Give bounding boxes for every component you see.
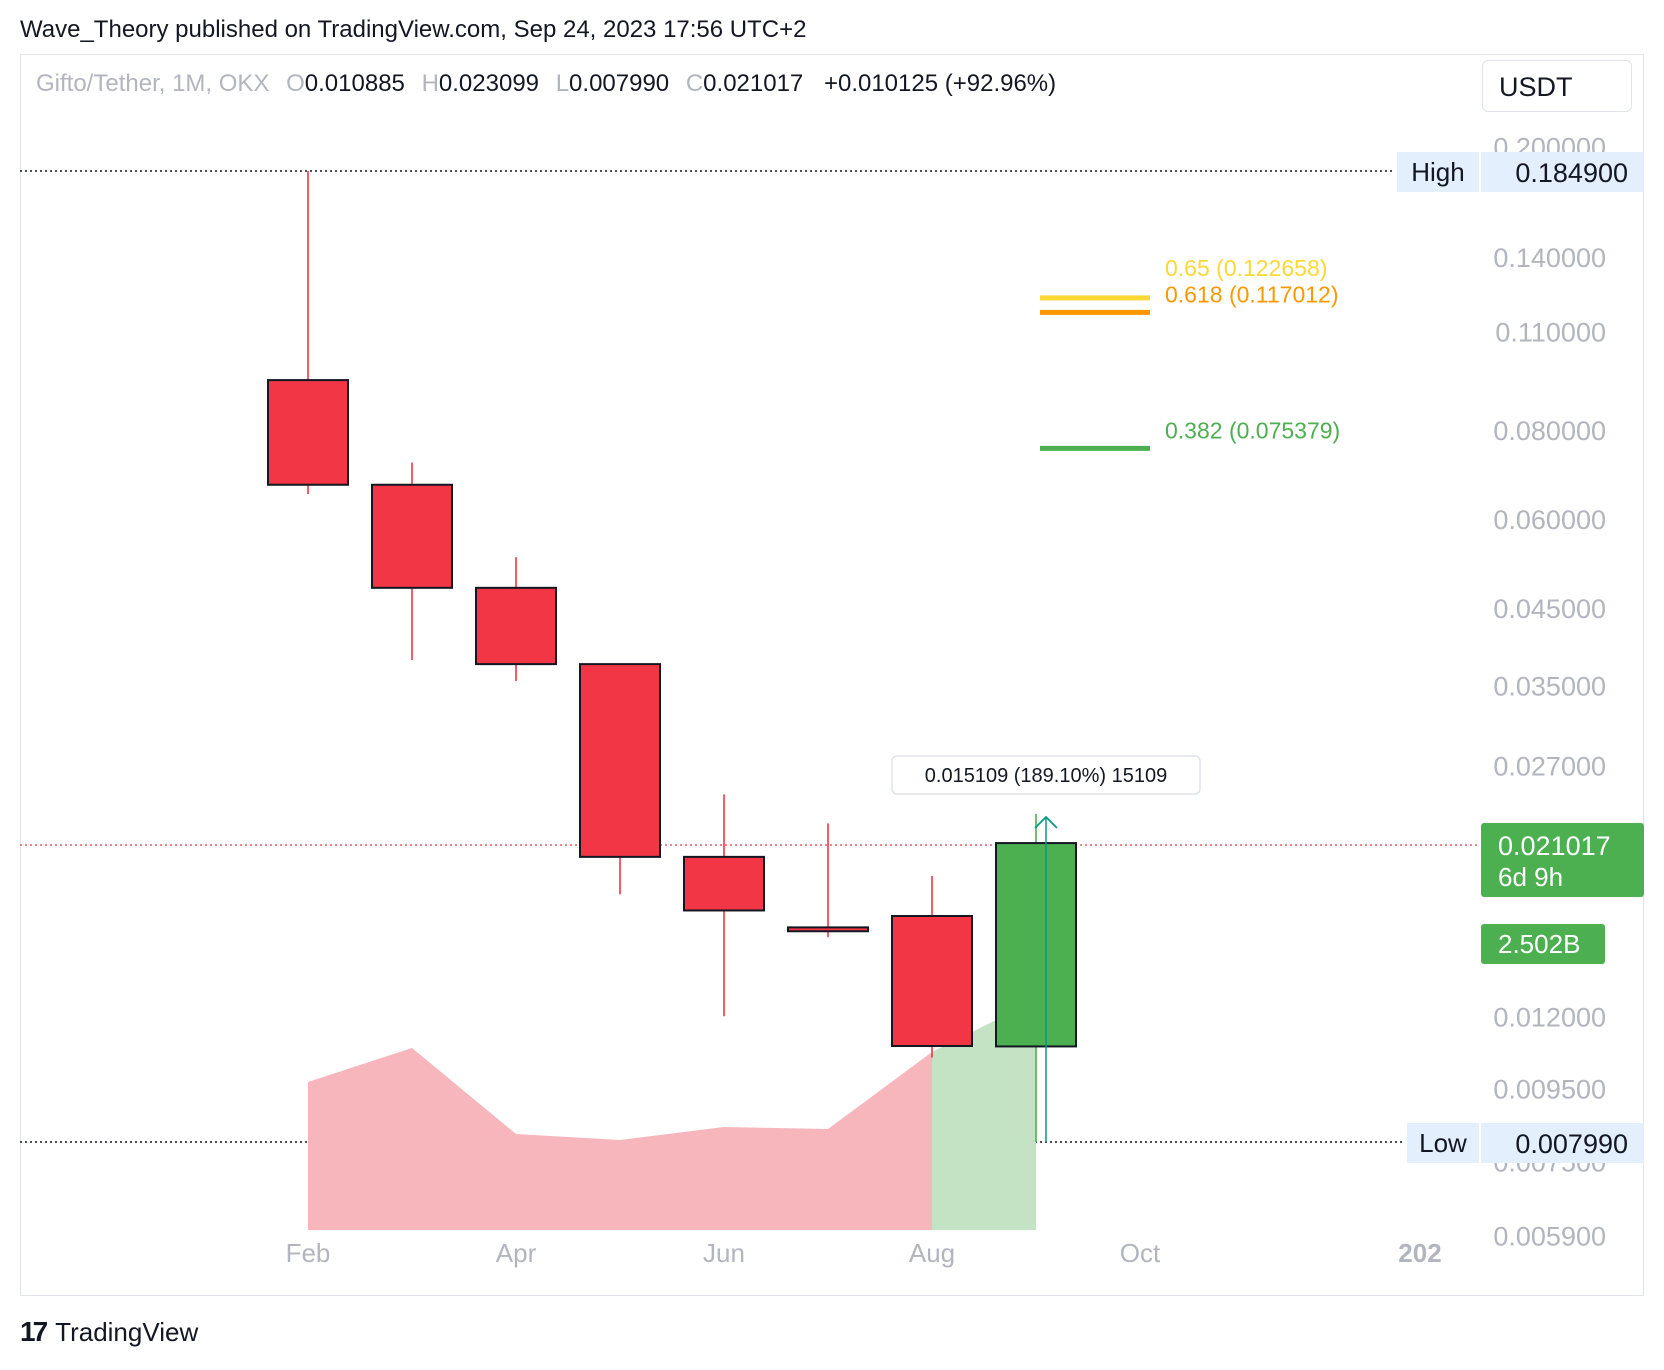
candle-body[interactable] bbox=[995, 842, 1077, 1048]
low-value: 0.007990 bbox=[569, 70, 670, 97]
high-label: High bbox=[1411, 157, 1464, 187]
y-tick-label: 0.027000 bbox=[1493, 752, 1606, 782]
close-key: C bbox=[685, 70, 704, 97]
high-value-bg bbox=[1481, 152, 1644, 192]
candle-body[interactable] bbox=[475, 586, 557, 666]
high-value: 0.184900 bbox=[1515, 158, 1628, 188]
candle-body[interactable] bbox=[891, 915, 973, 1048]
y-tick-label: 0.110000 bbox=[1495, 318, 1606, 348]
x-tick-label: Oct bbox=[1120, 1238, 1161, 1268]
open-key: O bbox=[286, 70, 305, 97]
measure-tool[interactable]: 0.015109 (189.10%) 15109 bbox=[891, 755, 1201, 1142]
fib-label: 0.618 (0.117012) bbox=[1165, 281, 1339, 307]
countdown: 6d 9h bbox=[1498, 862, 1563, 892]
time-axis[interactable]: Feb Apr Jun Aug Oct 202 bbox=[286, 1238, 1442, 1268]
price-axis[interactable]: 0.2000000.1400000.1100000.0800000.060000… bbox=[1493, 133, 1606, 1252]
candle-body[interactable] bbox=[267, 379, 349, 486]
tradingview-brand[interactable]: TradingView bbox=[55, 1316, 199, 1347]
close-value: 0.021017 bbox=[703, 70, 804, 97]
publish-info: Wave_Theory published on TradingView.com… bbox=[20, 16, 807, 43]
change-value: +0.010125 (+92.96%) bbox=[823, 70, 1057, 97]
high-value: 0.023099 bbox=[438, 70, 540, 97]
volume-area-bear bbox=[308, 1048, 932, 1230]
y-tick-label: 0.060000 bbox=[1493, 505, 1606, 535]
open-value: 0.010885 bbox=[304, 70, 405, 97]
high-label-bg bbox=[1397, 152, 1479, 192]
x-tick-label: Apr bbox=[496, 1238, 537, 1268]
y-tick-label: 0.012000 bbox=[1493, 1002, 1606, 1032]
price-chart[interactable]: 0.2000000.1400000.1100000.0800000.060000… bbox=[0, 0, 1664, 1300]
y-tick-label: 0.080000 bbox=[1493, 416, 1606, 446]
volume-area bbox=[308, 1000, 1036, 1230]
y-tick-label: 0.140000 bbox=[1493, 243, 1606, 273]
symbol-name[interactable]: Gifto/Tether, 1M, OKX bbox=[36, 70, 270, 97]
guide-lines bbox=[20, 170, 1478, 1143]
high-key: H bbox=[421, 70, 439, 97]
candle-body[interactable] bbox=[683, 855, 765, 912]
y-tick-label: 0.035000 bbox=[1493, 671, 1606, 701]
low-value: 0.007990 bbox=[1515, 1129, 1628, 1159]
x-tick-label: 202 bbox=[1398, 1238, 1441, 1268]
y-tick-label: 0.045000 bbox=[1493, 594, 1606, 624]
symbol-legend: Gifto/Tether, 1M, OKX O0.010885 H0.02309… bbox=[36, 70, 1056, 98]
fib-label: 0.382 (0.075379) bbox=[1165, 417, 1340, 443]
measure-tooltip: 0.015109 (189.10%) 15109 bbox=[925, 765, 1167, 787]
low-label: Low bbox=[1419, 1128, 1467, 1158]
candle-body[interactable] bbox=[371, 483, 453, 589]
volume-area-bull bbox=[932, 1000, 1036, 1230]
y-tick-label: 0.009500 bbox=[1493, 1074, 1606, 1104]
last-price-bg bbox=[1481, 823, 1644, 897]
last-price: 0.021017 bbox=[1498, 831, 1611, 861]
footer: 17 TradingView bbox=[20, 1316, 198, 1348]
measure-tooltip-box bbox=[891, 755, 1201, 795]
arrow-up-icon bbox=[1034, 815, 1058, 829]
x-tick-label: Jun bbox=[703, 1238, 745, 1268]
low-label-bg bbox=[1407, 1123, 1479, 1163]
candle-body[interactable] bbox=[787, 926, 869, 933]
low-value-bg bbox=[1481, 1123, 1644, 1163]
currency-button[interactable]: USDT bbox=[1482, 60, 1632, 112]
tradingview-logo-icon[interactable]: 17 bbox=[20, 1316, 48, 1347]
y-tick-label: 0.005900 bbox=[1493, 1222, 1606, 1252]
volume-label-bg bbox=[1481, 924, 1605, 964]
chart-frame bbox=[20, 54, 1644, 1296]
x-tick-label: Feb bbox=[286, 1238, 331, 1268]
low-key: L bbox=[555, 70, 570, 97]
candle-body[interactable] bbox=[579, 663, 661, 858]
fib-retracement[interactable]: 0.65 (0.122658)0.618 (0.117012) 0.382 (0.… bbox=[1040, 255, 1340, 451]
candles bbox=[267, 171, 1077, 1142]
price-labels: High 0.184900 Low 0.007990 0.021017 6d 9… bbox=[1397, 152, 1644, 1163]
fib-label: 0.65 (0.122658) bbox=[1165, 255, 1327, 281]
volume-label: 2.502B bbox=[1498, 929, 1580, 959]
x-tick-label: Aug bbox=[909, 1238, 955, 1268]
